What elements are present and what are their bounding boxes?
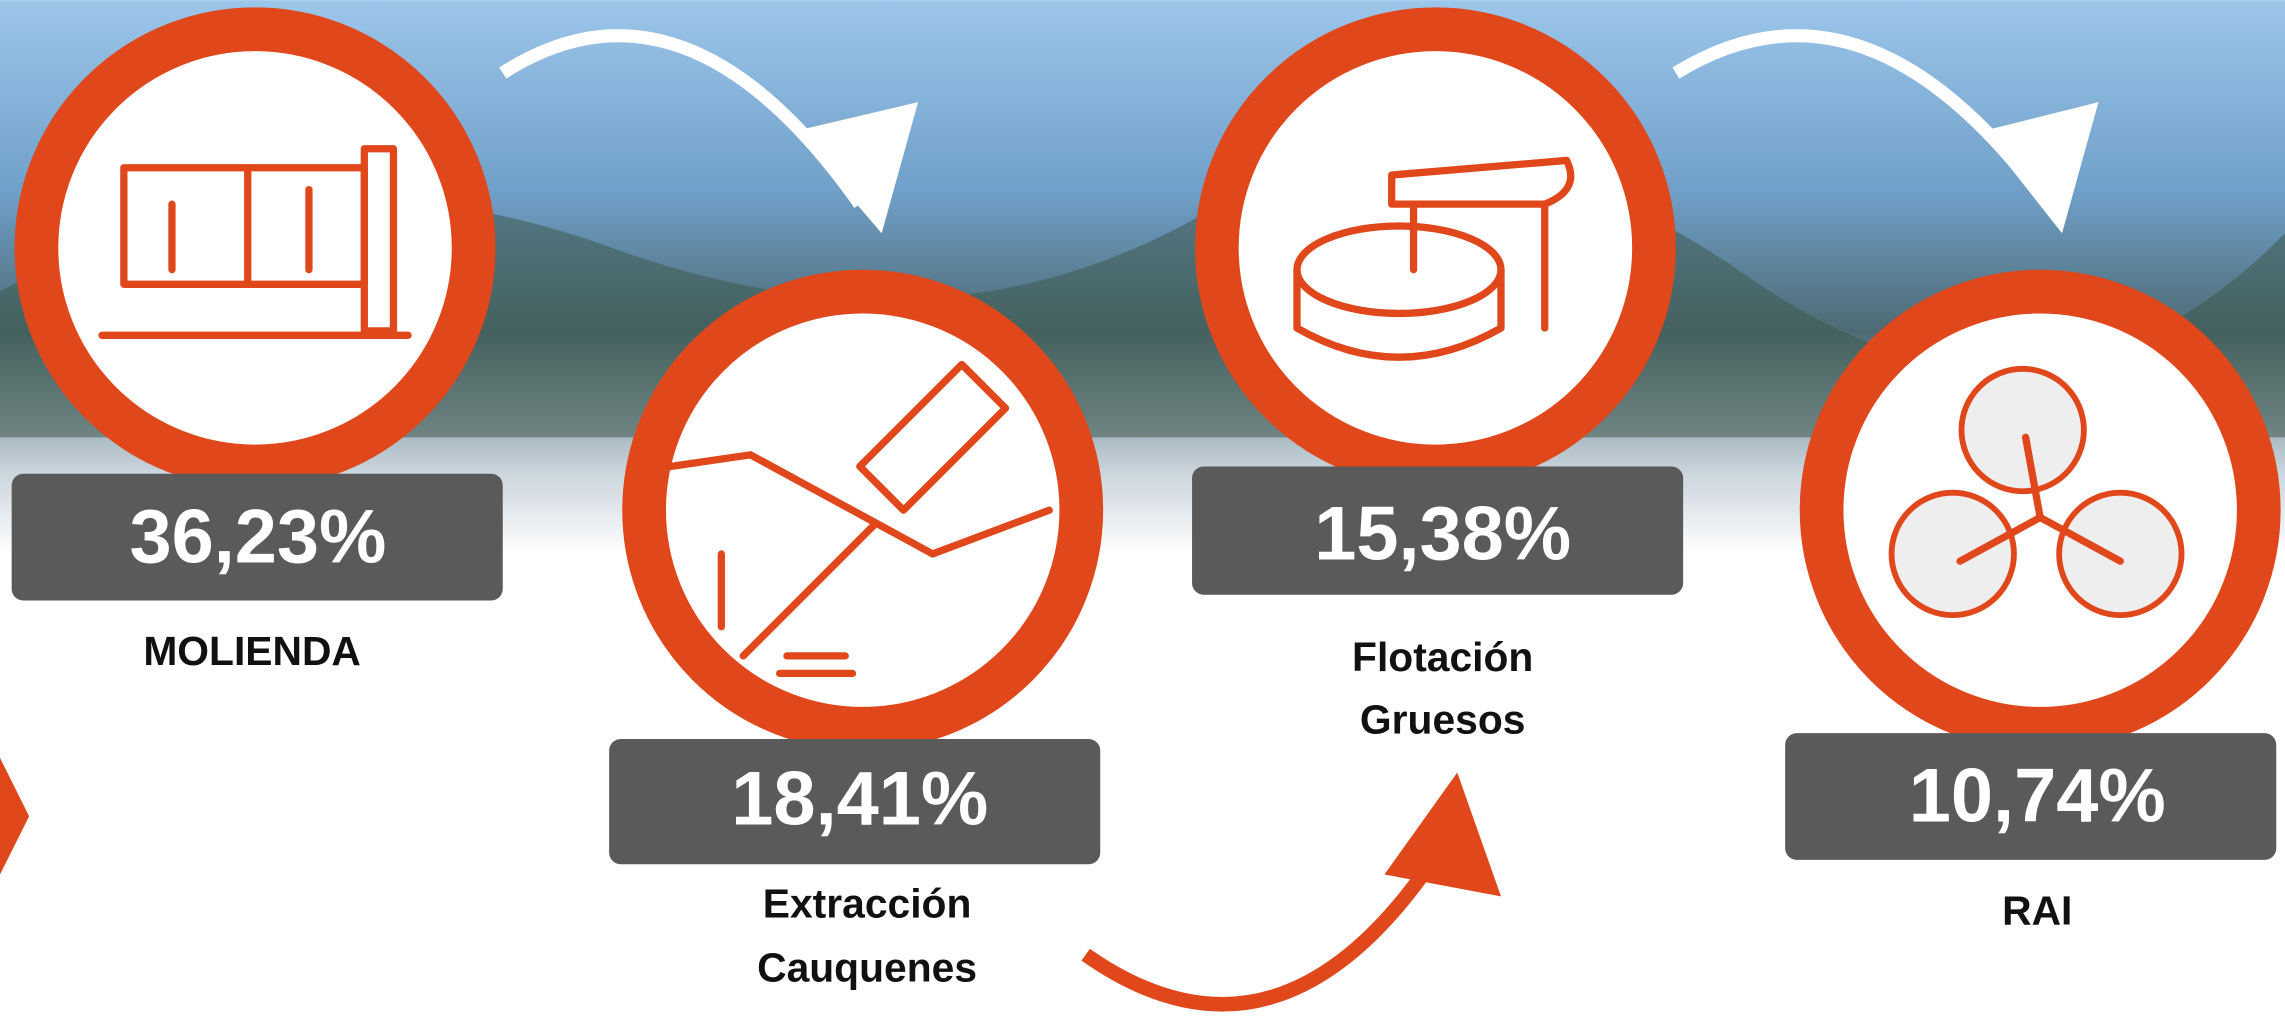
step-icon [622,269,1104,751]
step-icon [14,7,496,489]
arrow [1081,841,1449,1012]
percentage: 15,38% [1314,491,1571,576]
arrow-head [794,102,919,234]
mountains [0,158,2285,438]
badge [609,738,1101,865]
step-label: Gruesos [1360,697,1526,743]
percentage: 36,23% [129,494,386,579]
step-icon [1194,7,1676,489]
percentage: 18,41% [731,757,988,842]
step-label: Flotación [1352,634,1533,680]
arrow-head [1981,102,2099,234]
percentage: 10,74% [1909,754,2166,839]
badge [1785,733,2277,860]
step-label: Cauquenes [757,944,977,990]
arrow-head [1384,772,1501,897]
step-label: Extracción [763,880,972,926]
step-label: RAI [2002,888,2072,934]
step-icon [1799,269,2281,751]
chevron [0,757,30,875]
badge [1192,466,1684,595]
step-label: MOLIENDA [143,628,361,674]
badge [11,473,503,601]
